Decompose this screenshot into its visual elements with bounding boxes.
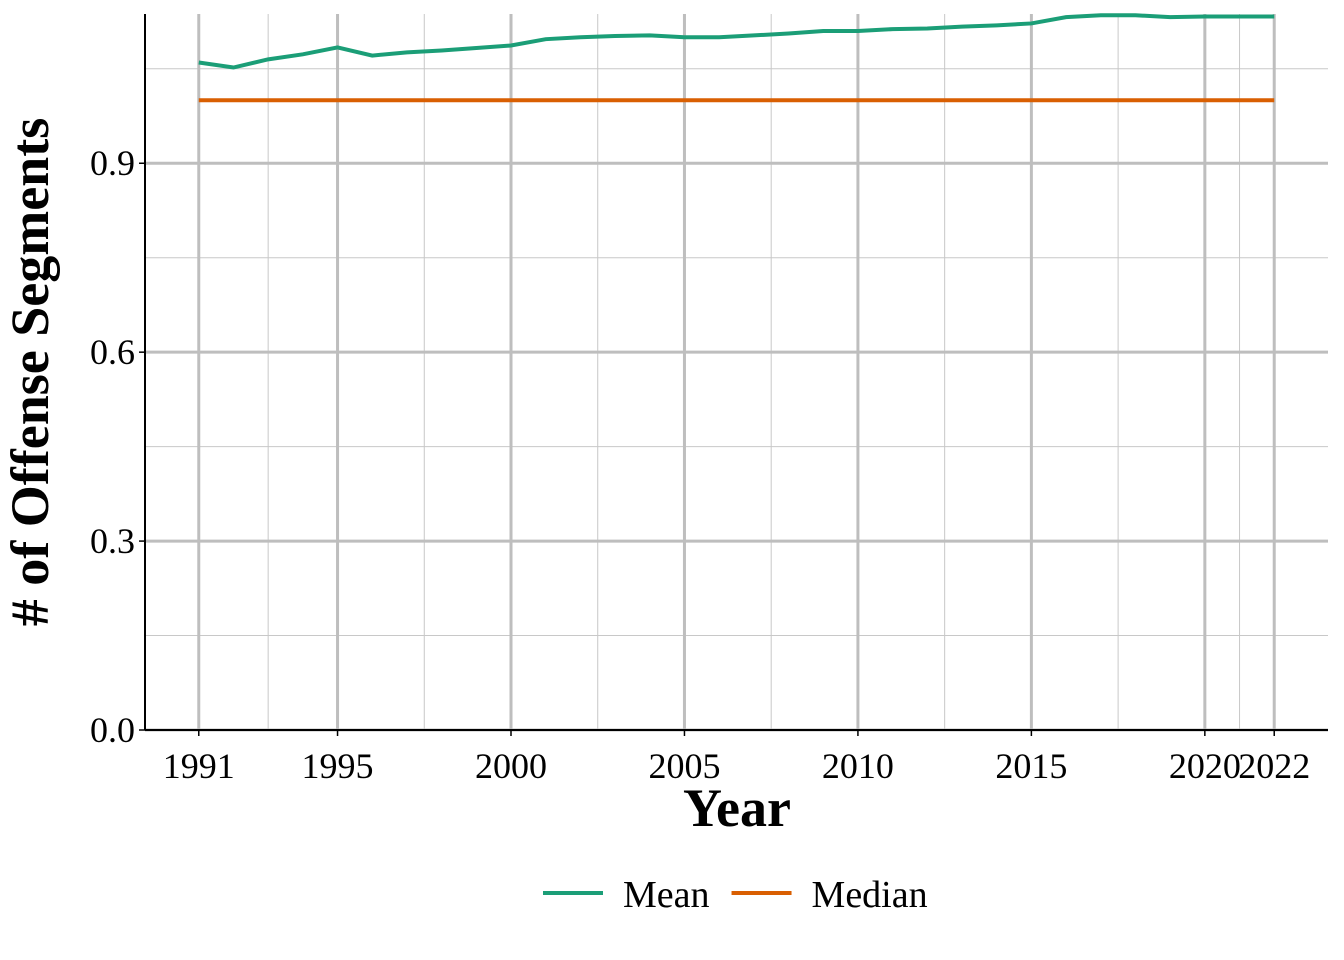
x-tick-label: 2022 [1238,746,1310,786]
y-tick-label: 0.0 [90,710,135,750]
y-tick-label: 0.9 [90,143,135,183]
x-tick-label: 1991 [163,746,235,786]
line [198,13,1275,70]
x-axis-title: Year [683,778,791,838]
x-tick-label: 1995 [302,746,374,786]
x-tick-label: 2010 [822,746,894,786]
y-tick-label: 0.3 [90,521,135,561]
legend-label: Median [812,874,928,916]
y-axis-title: # of Offense Segments [0,118,60,626]
x-tick-label: 2000 [475,746,547,786]
y-tick-label: 0.6 [90,332,135,372]
x-tick-label: 2020 [1169,746,1241,786]
x-tick-label: 2015 [995,746,1067,786]
legend-label: Mean [623,874,710,916]
x-tick-label: 2005 [648,746,720,786]
